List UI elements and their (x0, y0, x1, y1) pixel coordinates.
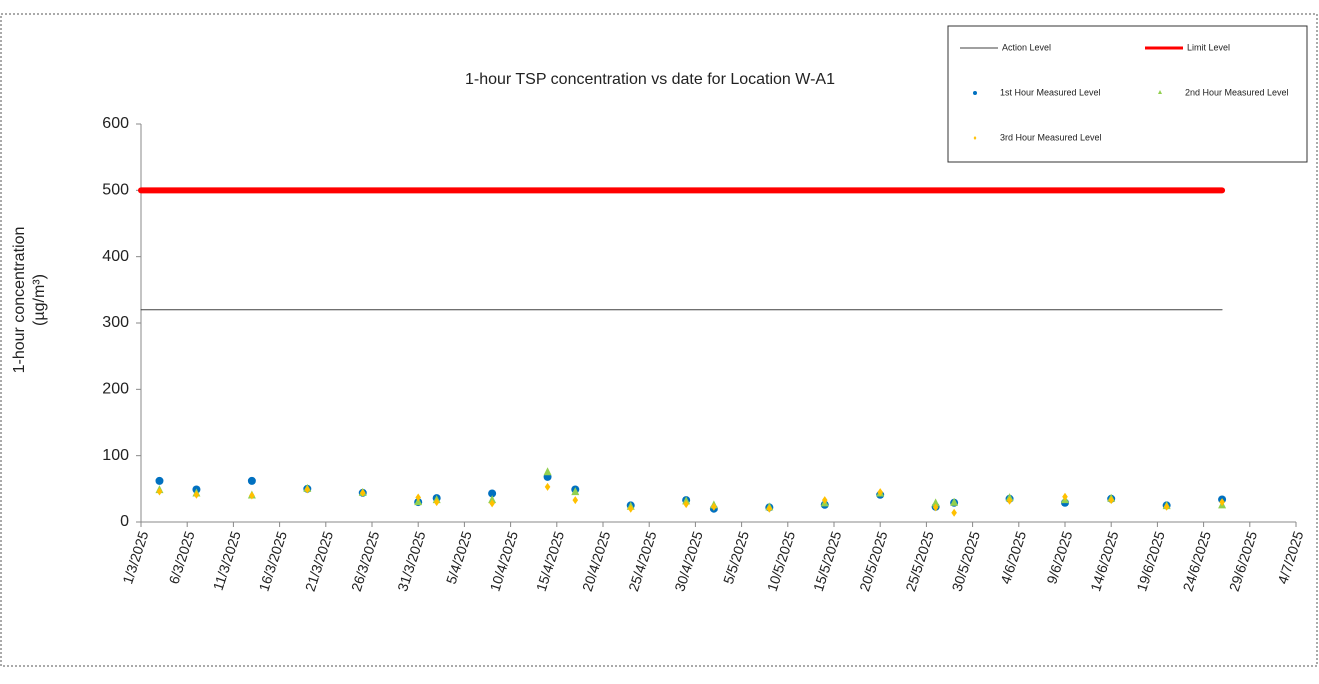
data-point (488, 495, 497, 504)
data-point (627, 504, 634, 513)
x-tick-label: 1/3/2025 (119, 529, 151, 586)
x-tick-label: 6/3/2025 (166, 529, 198, 586)
data-point (249, 491, 255, 500)
x-tick-label: 29/6/2025 (1226, 529, 1261, 593)
x-tick-label: 10/4/2025 (487, 529, 522, 593)
x-tick-label: 5/4/2025 (443, 529, 475, 586)
x-tick-label: 11/3/2025 (210, 529, 244, 592)
x-tick-label: 14/6/2025 (1087, 529, 1122, 593)
data-point (1006, 496, 1013, 505)
x-tick-label: 16/3/2025 (256, 529, 291, 593)
data-point (543, 467, 552, 476)
x-tick-label: 10/5/2025 (764, 529, 799, 593)
x-tick-label: 4/6/2025 (997, 529, 1029, 586)
x-tick-label: 15/4/2025 (533, 529, 568, 593)
x-tick-label: 26/3/2025 (348, 529, 383, 593)
x-tick-label: 20/5/2025 (856, 529, 891, 593)
legend-label: Limit Level (1187, 42, 1230, 52)
x-tick-label: 15/5/2025 (810, 529, 845, 593)
y-tick-label: 500 (102, 182, 129, 199)
y-tick-label: 100 (102, 447, 129, 464)
data-point (821, 496, 828, 505)
x-tick-label: 25/5/2025 (902, 529, 937, 593)
y-axis-label: (µg/m³) (31, 274, 48, 326)
chart-border (0, 13, 1318, 667)
x-tick-label: 21/3/2025 (302, 529, 337, 593)
x-tick-label: 4/7/2025 (1274, 529, 1306, 586)
data-point (359, 488, 366, 497)
data-point (683, 500, 689, 509)
data-point (1219, 498, 1225, 507)
data-point (488, 489, 497, 498)
x-tick-label: 19/6/2025 (1133, 529, 1168, 593)
y-axis-label: 1-hour concentration (11, 227, 28, 374)
data-point (951, 508, 957, 517)
x-tick-label: 30/4/2025 (671, 529, 706, 593)
data-point (877, 488, 883, 497)
data-point (156, 487, 163, 496)
data-point (247, 476, 256, 485)
data-point (489, 499, 495, 508)
x-tick-label: 9/6/2025 (1043, 529, 1075, 586)
data-point (1062, 492, 1068, 501)
y-tick-label: 300 (102, 314, 129, 331)
x-tick-label: 20/4/2025 (579, 529, 614, 593)
data-point (544, 482, 551, 491)
y-tick-label: 200 (102, 381, 129, 398)
data-point (304, 485, 311, 494)
y-tick-label: 600 (102, 115, 129, 132)
y-tick-label: 0 (120, 513, 129, 530)
x-tick-label: 5/5/2025 (720, 529, 752, 586)
legend-label: 3rd Hour Measured Level (1000, 132, 1102, 142)
data-point (1108, 496, 1114, 505)
data-point (415, 493, 421, 502)
x-tick-label: 31/3/2025 (394, 529, 429, 593)
legend-swatch (973, 136, 977, 140)
legend-swatch (973, 91, 977, 95)
x-tick-label: 24/6/2025 (1180, 529, 1215, 593)
data-point (193, 490, 200, 499)
y-tick-label: 400 (102, 248, 129, 265)
data-point (572, 496, 579, 505)
x-tick-label: 30/5/2025 (949, 529, 984, 593)
data-point (766, 504, 773, 513)
data-point (711, 502, 717, 511)
data-point (433, 498, 440, 507)
chart-title: 1-hour TSP concentration vs date for Loc… (465, 71, 835, 88)
data-point (1163, 502, 1170, 511)
data-point (155, 476, 164, 485)
legend-swatch (1158, 90, 1162, 94)
legend-label: 2nd Hour Measured Level (1185, 87, 1289, 97)
legend-label: 1st Hour Measured Level (1000, 87, 1101, 97)
data-point (571, 487, 580, 496)
legend-box (947, 25, 1308, 163)
data-point (950, 497, 959, 506)
data-point (932, 503, 939, 512)
x-tick-label: 25/4/2025 (625, 529, 660, 593)
data-point (931, 498, 940, 507)
legend-label: Action Level (1002, 42, 1051, 52)
